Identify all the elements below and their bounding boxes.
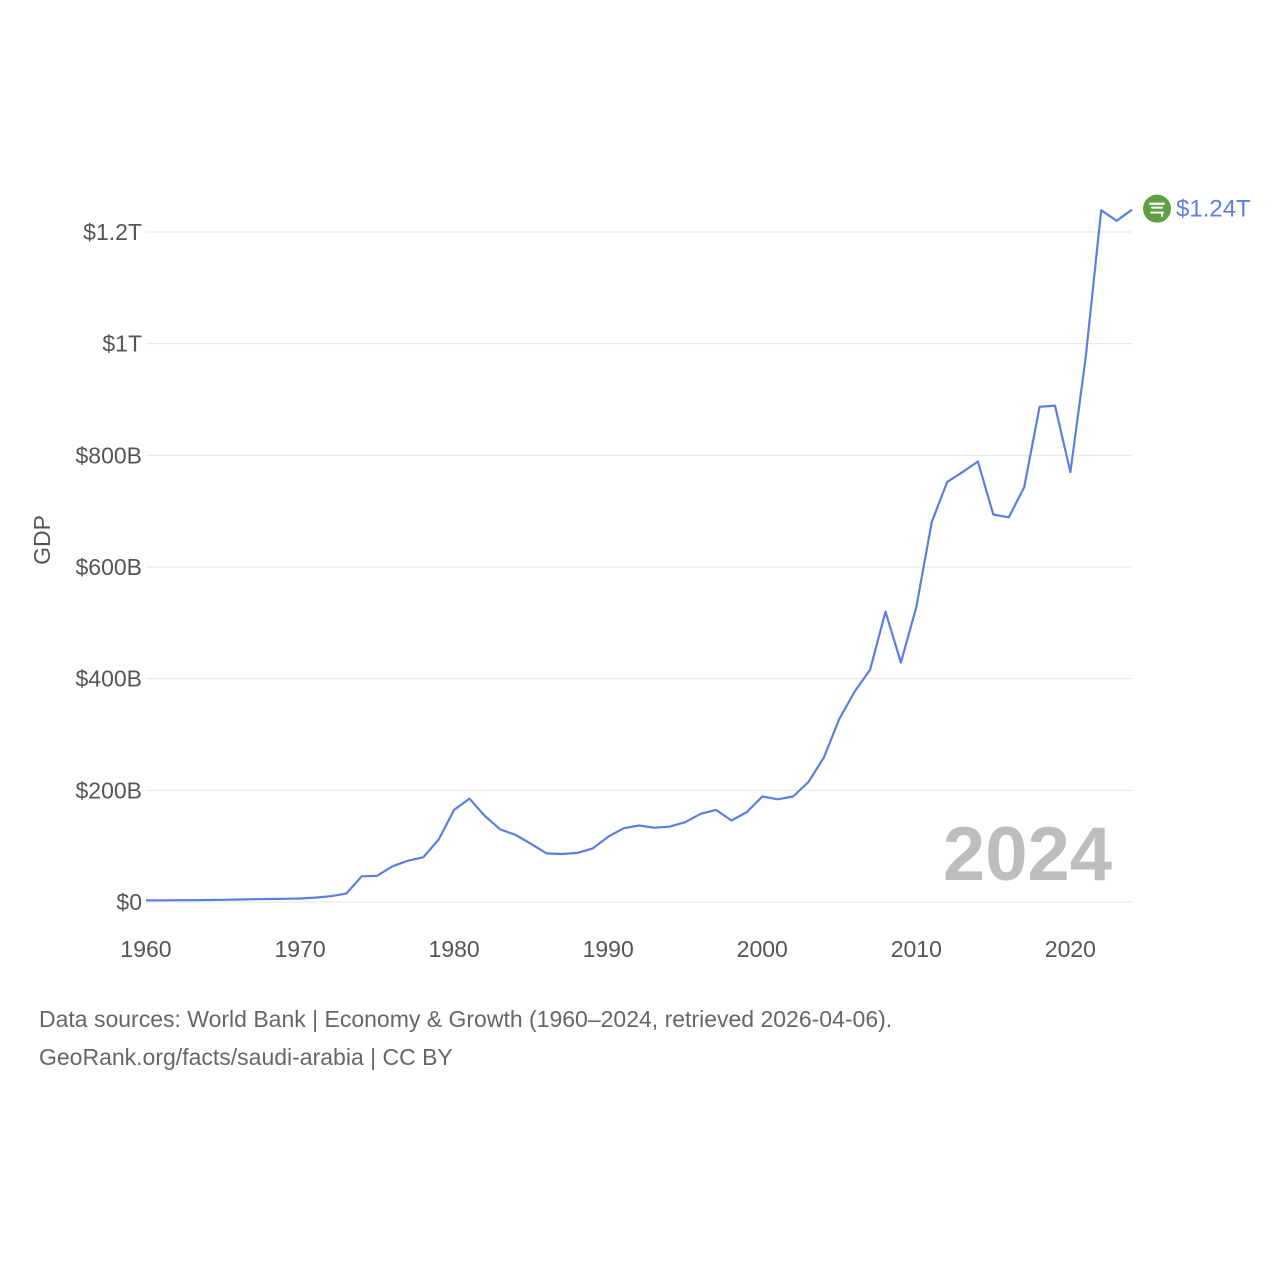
series-lines — [145, 208, 1133, 902]
x-tick-label: 2000 — [737, 936, 788, 962]
y-tick-label: $600B — [75, 554, 142, 580]
y-axis-ticks: $0 $200B $400B $600B $800B $1T $1.2T — [75, 219, 142, 915]
gridlines — [146, 231, 1132, 903]
x-tick-label: 1980 — [429, 936, 480, 962]
source-url-line[interactable]: GeoRank.org/facts/saudi-arabia | CC BY — [39, 1044, 453, 1070]
data-source-line: Data sources: World Bank | Economy & Gro… — [39, 1006, 893, 1032]
saudi-arabia-flag-icon — [1143, 194, 1171, 223]
y-tick-label: $0 — [116, 889, 142, 915]
y-axis-title: GDP — [29, 515, 55, 565]
year-watermark: 2024 — [943, 812, 1112, 897]
x-tick-label: 1960 — [120, 936, 171, 962]
x-tick-label: 1990 — [583, 936, 634, 962]
y-tick-label: $800B — [75, 442, 142, 468]
y-tick-label: $1.2T — [83, 219, 142, 245]
x-tick-label: 1970 — [274, 936, 325, 962]
y-tick-label: $1T — [102, 331, 142, 357]
x-tick-label: 2010 — [891, 936, 942, 962]
end-marker: $1.24T — [1143, 194, 1251, 223]
x-axis-ticks: 1960 1970 1980 1990 2000 2010 2020 — [120, 936, 1096, 962]
y-tick-label: $200B — [75, 777, 142, 803]
gdp-series-line — [145, 208, 1133, 902]
end-value-label: $1.24T — [1176, 196, 1251, 223]
x-tick-label: 2020 — [1045, 936, 1096, 962]
y-tick-label: $400B — [75, 666, 142, 692]
